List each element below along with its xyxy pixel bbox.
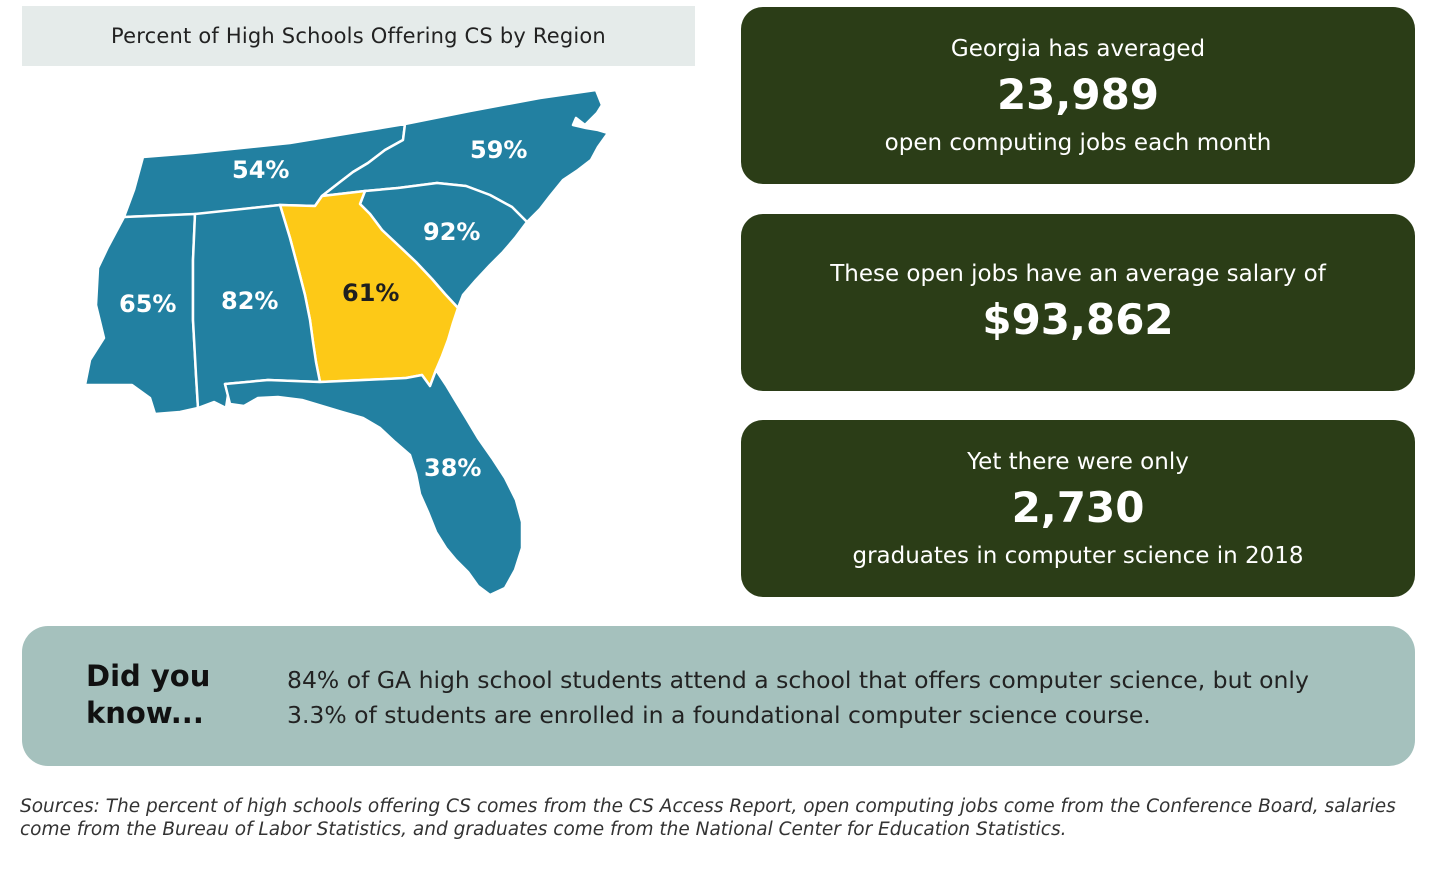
label-alabama: 82% [221,287,278,315]
sources-note: Sources: The percent of high schools off… [20,796,1396,840]
stat-card-salary-number: $93,862 [982,294,1174,344]
label-georgia: 61% [342,279,399,307]
stat-card-salary: These open jobs have an average salary o… [741,214,1415,391]
stat-card-graduates-number: 2,730 [1011,482,1145,532]
label-mississippi: 65% [119,290,176,318]
map-title: Percent of High Schools Offering CS by R… [22,6,695,66]
stat-card-jobs-intro: Georgia has averaged [950,35,1206,62]
stat-card-jobs-caption: open computing jobs each month [884,129,1272,156]
stat-card-graduates-intro: Yet there were only [967,448,1189,475]
label-north-carolina: 59% [470,136,527,164]
label-florida: 38% [424,454,481,482]
label-tennessee: 54% [232,156,289,184]
did-you-know-box: Did you know... 84% of GA high school st… [22,626,1415,766]
southeast-map: 54% 59% 92% 65% 82% 61% 38% [0,0,720,620]
label-south-carolina: 92% [423,218,480,246]
stat-card-salary-intro: These open jobs have an average salary o… [830,260,1326,287]
stat-card-graduates: Yet there were only 2,730 graduates in c… [741,420,1415,597]
region-map-svg: 54% 59% 92% 65% 82% 61% 38% [83,88,610,597]
state-north-carolina [320,88,610,224]
did-you-know-body: 84% of GA high school students attend a … [287,666,1309,729]
stat-card-jobs-number: 23,989 [996,69,1160,119]
did-you-know-heading: Did you know... [86,659,211,730]
state-florida [223,368,524,597]
stat-card-graduates-caption: graduates in computer science in 2018 [852,542,1304,569]
stat-card-jobs: Georgia has averaged 23,989 open computi… [741,7,1415,184]
